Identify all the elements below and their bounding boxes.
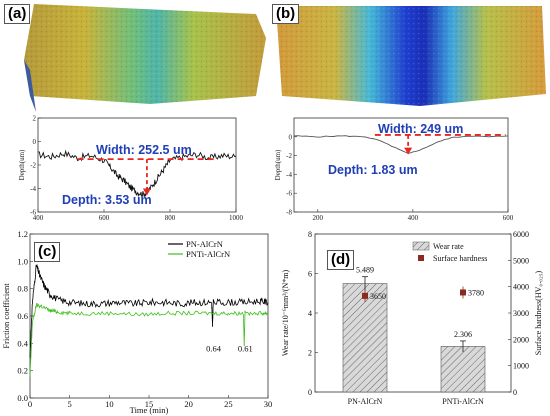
- plot-frame: [29, 233, 269, 399]
- x-tick-label: 15: [145, 399, 154, 409]
- x-tick-label: 600: [99, 214, 110, 222]
- legend-label-wear: Wear rate: [433, 242, 464, 251]
- legend-label: PNTi-AlCrN: [186, 249, 230, 259]
- width-annotation: Width: 249 um: [378, 122, 463, 136]
- y-tick-label: 1.2: [17, 229, 28, 239]
- panel-c: 0 5 10 15 20 25 30 0.0 0.2 0.4 0.6 0.8 1.0 1.2 Time (m…: [0, 222, 275, 416]
- panel-a: (a) 400600800100020-2-4-6Distance(um)Dep…: [0, 0, 270, 222]
- y-tick-label: 0: [308, 388, 312, 397]
- annotation-pnti-value: 0.61: [238, 344, 253, 354]
- x-tick-label: 600: [503, 214, 514, 222]
- panel-b: (b) 200 400 600 0 -2 -4 -6 -8 Depth(um) Width: 24…: [270, 0, 550, 222]
- series-line-pnti-alcrn: [29, 302, 269, 377]
- x-tick-label: 5: [68, 399, 72, 409]
- hardness-label: 3650: [370, 292, 386, 301]
- width-annotation: Width: 252.5 um: [96, 143, 192, 157]
- x-tick-label: 20: [184, 399, 193, 409]
- surface-3d-image-a: [24, 4, 266, 112]
- hardness-label: 3780: [468, 288, 484, 297]
- panel-d: 0 2 4 6 8 0 1000 2000 3000 4000 5000 6000 Wear rate/…: [275, 222, 550, 416]
- y-tick-label: 0: [33, 138, 37, 146]
- y-axis-label: Friction coefficient: [1, 283, 11, 349]
- annotation-pn-value: 0.64: [206, 344, 222, 354]
- legend-label: PN-AlCrN: [186, 239, 223, 249]
- panel-label-b: (b): [272, 4, 300, 24]
- x-tick-label: 25: [224, 399, 233, 409]
- y-tick-label: -6: [30, 209, 36, 217]
- x-axis-label: Time (min): [130, 405, 169, 415]
- y2-tick-label: 6000: [513, 230, 529, 239]
- depth-arrow-head: [404, 147, 413, 155]
- depth-arrow-head: [142, 188, 151, 196]
- y-tick-label: 2: [308, 349, 312, 358]
- y-axis-label: Depth(um): [274, 149, 282, 180]
- panel-label-c: (c): [34, 242, 61, 262]
- y2-axis-label: Surface hardness(HV₀.₀₂₅): [534, 270, 543, 355]
- y-tick-label: -4: [30, 185, 36, 193]
- y2-tick-label: 0: [513, 388, 517, 397]
- y-tick-label: 0.4: [17, 338, 28, 348]
- x-tick-label: 400: [408, 214, 419, 222]
- depth-profile-a: 400600800100020-2-4-6Distance(um)Depth(u…: [18, 115, 244, 223]
- wear-rate-label: 2.306: [454, 330, 472, 339]
- y-tick-label: 1.0: [17, 256, 28, 266]
- y-tick-label: 0.0: [17, 393, 28, 403]
- hardness-marker: [460, 289, 466, 296]
- wear-hardness-chart: 0 2 4 6 8 0 1000 2000 3000 4000 5000 6000 Wear rate/…: [281, 230, 543, 406]
- x-tick-label: 1000: [229, 214, 244, 222]
- surface-3d-image-b: [276, 6, 546, 106]
- x-tick-label: 800: [165, 214, 176, 222]
- panel-label-a: (a): [4, 4, 31, 24]
- depth-profile-b: 200 400 600 0 -2 -4 -6 -8 Depth(um) Width: 249 um…: [274, 117, 514, 222]
- panel-label-d: (d): [327, 250, 355, 270]
- y2-tick-label: 3000: [513, 309, 529, 318]
- y2-tick-label: 1000: [513, 362, 529, 371]
- y-tick-label: 0: [289, 133, 293, 141]
- surface-b-texture: [276, 6, 546, 106]
- y-tick-label: 6: [308, 270, 312, 279]
- y2-tick-label: 5000: [513, 256, 529, 265]
- y-tick-label: -8: [286, 209, 292, 217]
- y-axis-label: Depth(um): [18, 149, 26, 180]
- y-tick-label: -2: [30, 162, 36, 170]
- friction-chart: 0 5 10 15 20 25 30 0.0 0.2 0.4 0.6 0.8 1.0 1.2 Time (m…: [1, 229, 273, 415]
- wear-rate-bar: [440, 346, 486, 393]
- series-line-pn-alcrn: [29, 263, 269, 358]
- depth-profile-line: [38, 149, 237, 198]
- x-tick-label: 10: [105, 399, 114, 409]
- legend-swatch-hardness: [418, 255, 424, 261]
- surface-a-texture: [24, 4, 266, 104]
- hardness-marker: [362, 292, 368, 299]
- x-tick-label: 0: [28, 399, 32, 409]
- depth-annotation: Depth: 3.53 um: [62, 193, 152, 207]
- surface-a-edge: [24, 60, 36, 112]
- y-tick-label: 4: [308, 309, 312, 318]
- legend-label-hardness: Surface hardness: [433, 254, 487, 263]
- x-tick-label: 30: [264, 399, 273, 409]
- legend-swatch-wear: [412, 241, 430, 251]
- y-tick-label: -4: [286, 171, 292, 179]
- plot-frame: [293, 117, 509, 213]
- depth-annotation: Depth: 1.83 um: [328, 163, 418, 177]
- y-tick-label: 8: [308, 230, 312, 239]
- y-tick-label: -2: [286, 152, 292, 160]
- y2-tick-label: 2000: [513, 335, 529, 344]
- x-tick-label: 200: [313, 214, 324, 222]
- category-label: PNTi-AlCrN: [442, 397, 484, 406]
- wear-rate-label: 5.489: [356, 266, 374, 275]
- y-tick-label: 0.6: [17, 311, 28, 321]
- category-label: PN-AlCrN: [348, 397, 383, 406]
- y-tick-label: 0.8: [17, 284, 28, 294]
- x-tick-label: 400: [33, 214, 44, 222]
- y2-tick-label: 4000: [513, 283, 529, 292]
- y-tick-label: 2: [33, 115, 37, 123]
- depth-profile-line: [293, 135, 509, 154]
- y-axis-label: Wear rate/10⁻⁶mm³/(N*m): [281, 270, 290, 357]
- y-tick-label: -6: [286, 190, 292, 198]
- y-tick-label: 0.2: [17, 366, 28, 376]
